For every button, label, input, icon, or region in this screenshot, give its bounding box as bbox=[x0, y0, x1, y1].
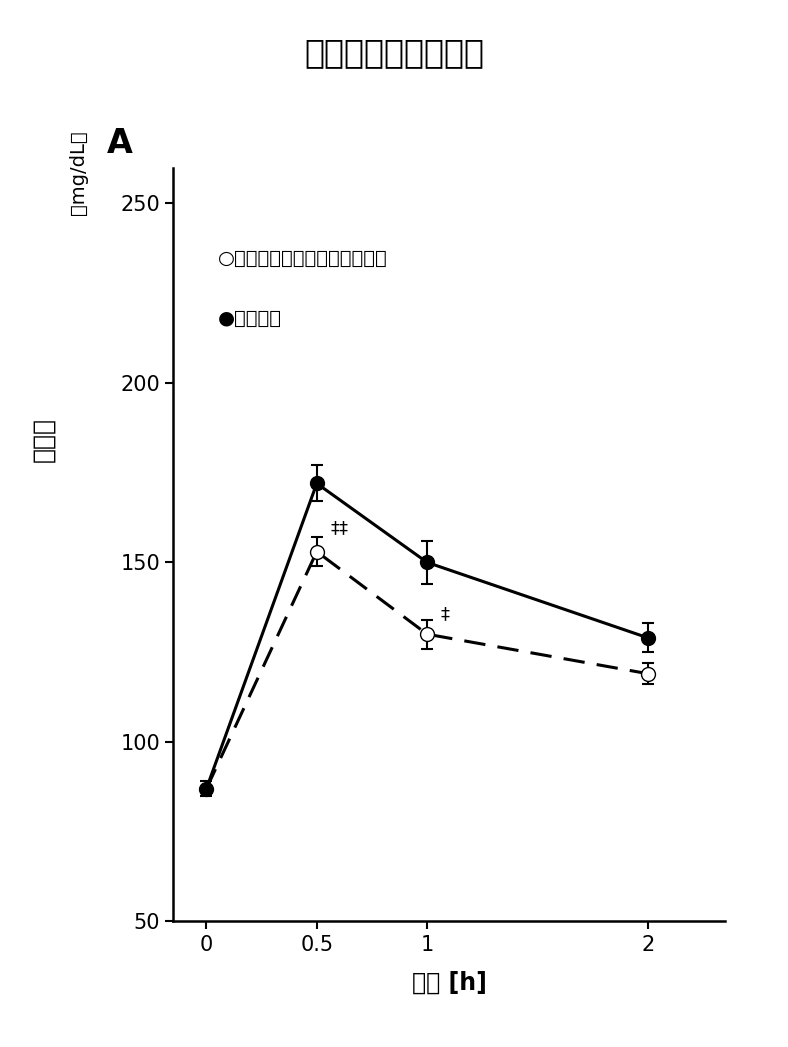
Text: 血糖値: 血糖値 bbox=[32, 418, 55, 462]
Text: A: A bbox=[107, 127, 133, 160]
Text: ●比較対象: ●比較対象 bbox=[217, 309, 281, 328]
Text: ○難消化性デキストリン摂取時: ○難消化性デキストリン摂取時 bbox=[217, 248, 387, 267]
Text: （mg/dL）: （mg/dL） bbox=[69, 131, 88, 215]
X-axis label: 時間 [h]: 時間 [h] bbox=[411, 972, 487, 996]
Text: 血糖値の変化の比較: 血糖値の変化の比較 bbox=[304, 37, 484, 70]
Text: ‡: ‡ bbox=[440, 605, 449, 623]
Text: ‡‡: ‡‡ bbox=[330, 519, 348, 537]
